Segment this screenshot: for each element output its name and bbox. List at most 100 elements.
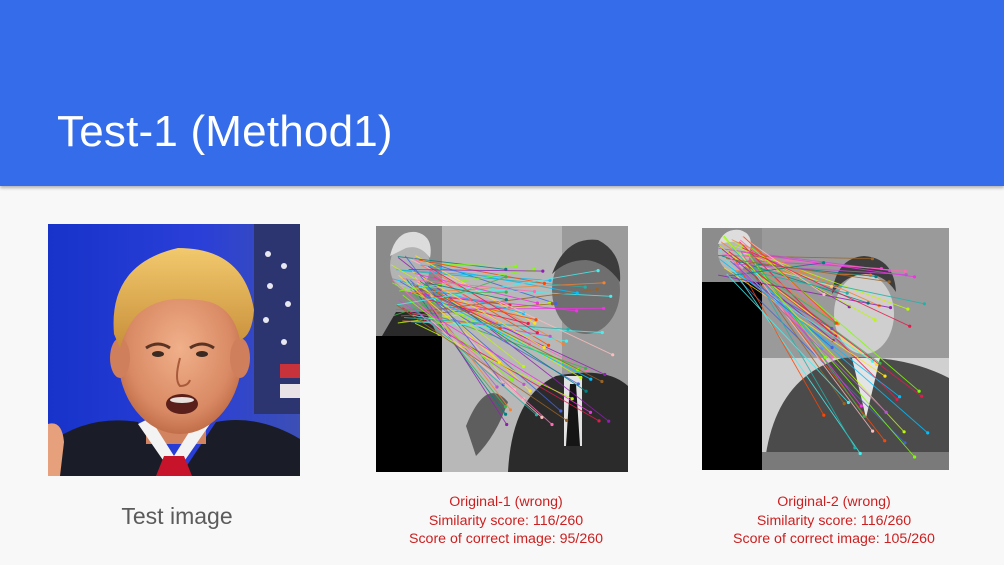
match-keypoint bbox=[584, 389, 588, 393]
match-keypoint bbox=[926, 431, 930, 435]
match-line bbox=[751, 247, 920, 392]
match-keypoint bbox=[842, 402, 846, 406]
match-keypoint bbox=[504, 267, 508, 271]
match-line bbox=[414, 322, 573, 400]
match-keypoint bbox=[533, 321, 537, 325]
match-keypoint bbox=[584, 366, 588, 370]
match-keypoint bbox=[595, 287, 599, 291]
match-keypoint bbox=[845, 291, 849, 295]
match-keypoint bbox=[504, 290, 508, 294]
match-keypoint bbox=[575, 309, 579, 313]
match-line bbox=[412, 284, 603, 382]
slide-title: Test-1 (Method1) bbox=[57, 107, 393, 156]
match-line bbox=[397, 256, 506, 270]
match-line bbox=[402, 270, 586, 288]
match-line bbox=[404, 255, 504, 385]
match-line bbox=[723, 267, 886, 377]
match-keypoint bbox=[579, 376, 583, 380]
match-keypoint bbox=[526, 321, 530, 326]
match-keypoint bbox=[913, 455, 917, 459]
match-keypoint bbox=[576, 382, 580, 386]
match-keypoint bbox=[903, 441, 907, 445]
match-keypoint bbox=[922, 302, 926, 306]
match-keypoint bbox=[566, 327, 570, 331]
match-line bbox=[735, 265, 887, 413]
match-line bbox=[726, 258, 890, 283]
match-line bbox=[409, 292, 577, 312]
match-line bbox=[728, 251, 922, 397]
match-keypoint bbox=[609, 294, 613, 298]
match-keypoint bbox=[862, 414, 866, 418]
match-line bbox=[402, 294, 513, 380]
match-line bbox=[408, 269, 543, 272]
match-line bbox=[412, 292, 510, 306]
match-2-correct-score: Score of correct image: 105/260 bbox=[733, 531, 935, 547]
match-keypoint bbox=[596, 269, 600, 273]
match-keypoint bbox=[564, 339, 569, 343]
match-keypoint bbox=[554, 302, 558, 306]
match-keypoint bbox=[830, 355, 834, 359]
match-keypoint bbox=[561, 342, 565, 346]
match-line bbox=[410, 305, 537, 416]
match-keypoint bbox=[532, 289, 537, 294]
match-keypoint bbox=[542, 346, 546, 350]
match-keypoint bbox=[912, 275, 917, 279]
match-line bbox=[412, 302, 591, 413]
match-keypoint bbox=[550, 302, 555, 306]
match-keypoint bbox=[522, 364, 526, 369]
match-visualization-2 bbox=[702, 228, 949, 470]
slide-header: Test-1 (Method1) bbox=[0, 0, 1004, 186]
match-visualization-1 bbox=[376, 226, 628, 472]
match-2-similarity: Similarity score: 116/260 bbox=[756, 512, 912, 529]
match-keypoint bbox=[522, 382, 526, 386]
match-line bbox=[410, 282, 605, 294]
match-2-label: Original-2 (wrong) bbox=[777, 494, 891, 510]
match-line bbox=[418, 259, 545, 284]
match-line bbox=[739, 253, 873, 432]
match-line bbox=[410, 258, 613, 356]
match-keypoint bbox=[542, 281, 546, 285]
match-keypoint bbox=[873, 318, 877, 322]
match-keypoint bbox=[870, 257, 874, 261]
match-result-1: Original-1 (wrong) Similarity score: 116… bbox=[376, 493, 636, 549]
match-keypoint bbox=[846, 400, 850, 405]
match-line bbox=[432, 296, 592, 380]
match-keypoint bbox=[565, 418, 569, 422]
match-result-2: Original-2 (wrong) Similarity score: 116… bbox=[704, 493, 964, 549]
match-keypoint bbox=[589, 377, 593, 381]
match-keypoint bbox=[920, 394, 924, 398]
match-keypoint bbox=[504, 412, 508, 416]
match-keypoint bbox=[548, 278, 552, 282]
match-keypoint bbox=[548, 334, 552, 338]
match-keypoint bbox=[895, 397, 899, 401]
match-keypoint bbox=[547, 343, 551, 347]
match-keypoint bbox=[906, 307, 910, 311]
match-line bbox=[730, 260, 833, 348]
match-line bbox=[719, 245, 877, 365]
match-line bbox=[398, 299, 525, 385]
match-line bbox=[409, 280, 562, 412]
match-line bbox=[430, 320, 543, 418]
match-1-similarity: Similarity score: 116/260 bbox=[428, 512, 584, 529]
match-line bbox=[726, 273, 849, 403]
match-line bbox=[402, 278, 535, 292]
match-keypoint bbox=[497, 360, 502, 364]
match-keypoint bbox=[559, 409, 563, 413]
match-keypoint bbox=[534, 413, 539, 417]
match-keypoint bbox=[508, 408, 512, 412]
match-line bbox=[731, 239, 880, 307]
match-keypoint bbox=[503, 405, 507, 409]
match-keypoint bbox=[535, 301, 539, 305]
match-keypoint bbox=[505, 422, 509, 427]
match-line bbox=[395, 284, 611, 297]
match-keypoint bbox=[602, 281, 606, 285]
match-line bbox=[434, 296, 537, 321]
match-line bbox=[726, 254, 833, 358]
match-keypoint bbox=[603, 372, 607, 377]
match-line bbox=[742, 247, 910, 327]
match-line bbox=[427, 266, 538, 334]
match-keypoint bbox=[875, 362, 879, 367]
match-1-correct-score: Score of correct image: 95/260 bbox=[409, 531, 603, 547]
match-line bbox=[752, 267, 925, 305]
match-line bbox=[420, 258, 556, 305]
